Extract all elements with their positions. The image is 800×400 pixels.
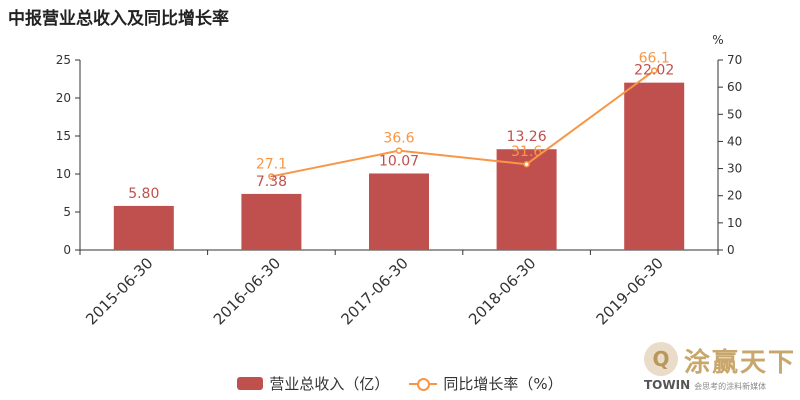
revenue-value-label: 22.02 (634, 63, 674, 79)
legend-label-revenue: 营业总收入（亿） (269, 375, 390, 393)
growth-value-label: 66.1 (639, 51, 670, 67)
growth-point (395, 147, 403, 154)
growth-value-label: 27.1 (256, 156, 287, 172)
y-right-tick-label: 30 (727, 162, 742, 176)
legend: 营业总收入（亿） 同比增长率（%） (0, 373, 800, 394)
legend-swatch-revenue (237, 377, 264, 390)
y-left-tick-label: 15 (56, 129, 71, 143)
legend-label-growth: 同比增长率（%） (443, 375, 563, 393)
y-right-tick-label: 20 (727, 189, 742, 203)
watermark-cn-text: 涂赢天下 (684, 348, 797, 378)
watermark-emblem-icon: Q (644, 342, 678, 376)
x-tick-label: 2017-06-30 (337, 254, 411, 328)
watermark-en-text: TOWIN (644, 378, 691, 392)
y-right-tick-label: 60 (727, 80, 742, 94)
chart-title: 中报营业总收入及同比增长率 (8, 9, 229, 29)
growth-line (271, 69, 655, 178)
growth-point (523, 160, 530, 168)
y-right-tick-label: 40 (727, 134, 742, 148)
y-right-unit: % (712, 33, 723, 47)
y-left-tick-label: 5 (63, 205, 71, 219)
y-right-tick-label: 50 (727, 107, 742, 121)
y-right-tick-label: 70 (727, 53, 742, 67)
revenue-value-label: 10.07 (379, 153, 419, 169)
y-right-tick-label: 10 (727, 216, 742, 230)
growth-value-label: 31.6 (511, 144, 542, 160)
y-left-tick-label: 25 (56, 53, 71, 67)
legend-item-growth[interactable]: 同比增长率（%） (409, 373, 563, 394)
growth-point (268, 173, 275, 180)
revenue-value-label: 7.38 (256, 174, 287, 190)
watermark-tagline: 会思考的涂料新媒体 (694, 382, 767, 391)
x-tick-label: 2018-06-30 (465, 254, 539, 328)
revenue-bar (624, 82, 685, 250)
revenue-bar (241, 193, 302, 250)
watermark-en-line: TOWIN 会思考的涂料新媒体 (644, 378, 766, 392)
y-left-tick-label: 0 (63, 243, 71, 257)
revenue-value-label: 13.26 (507, 129, 547, 145)
revenue-bar (113, 205, 174, 250)
y-left-tick-label: 20 (56, 91, 71, 105)
y-left-tick-label: 10 (56, 167, 71, 181)
watermark-logo: Q 涂赢天下 TOWIN 会思考的涂料新媒体 (644, 340, 794, 394)
legend-item-revenue[interactable]: 营业总收入（亿） (237, 373, 389, 394)
legend-swatch-growth (409, 377, 438, 391)
x-tick-label: 2019-06-30 (593, 254, 667, 328)
revenue-value-label: 5.80 (128, 186, 159, 202)
revenue-bar (369, 173, 429, 250)
x-tick-label: 2016-06-30 (210, 254, 284, 328)
growth-point (650, 67, 658, 74)
y-right-tick-label: 0 (727, 243, 735, 257)
growth-value-label: 36.6 (383, 131, 414, 147)
x-tick-label: 2015-06-30 (82, 254, 156, 328)
